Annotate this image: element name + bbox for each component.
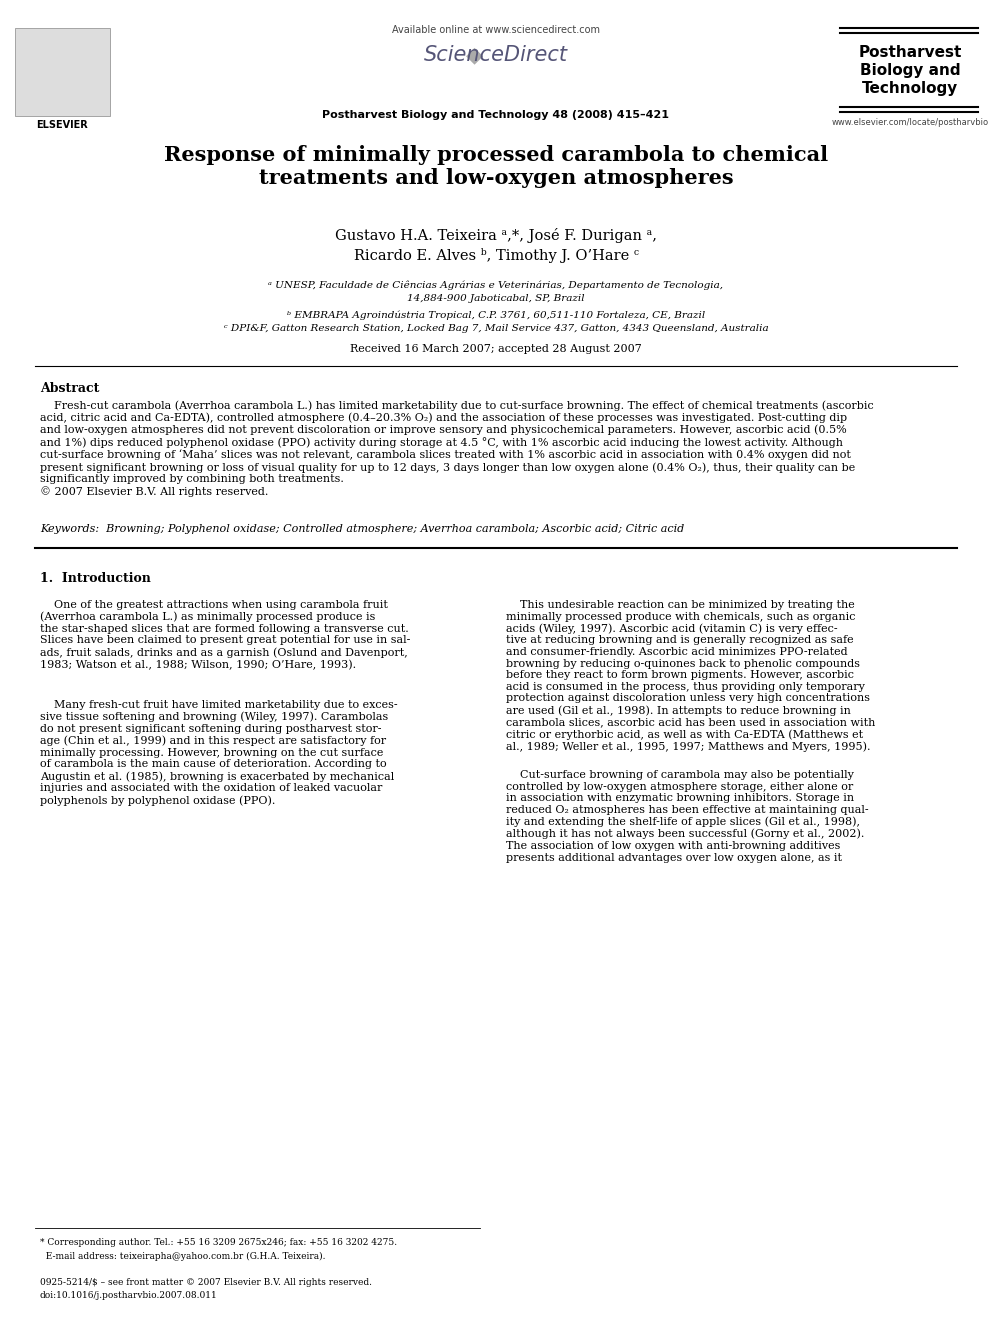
Text: 1.  Introduction: 1. Introduction — [40, 572, 151, 585]
Text: One of the greatest attractions when using carambola fruit
(Averrhoa carambola L: One of the greatest attractions when usi… — [40, 601, 411, 669]
Text: Postharvest: Postharvest — [858, 45, 961, 60]
Bar — [15, 28, 110, 116]
Text: www.elsevier.com/locate/postharvbio: www.elsevier.com/locate/postharvbio — [831, 118, 989, 127]
Text: 14,884-900 Jaboticabal, SP, Brazil: 14,884-900 Jaboticabal, SP, Brazil — [407, 294, 585, 303]
Text: ᵇ EMBRAPA Agroindústria Tropical, C.P. 3761, 60,511-110 Fortaleza, CE, Brazil: ᵇ EMBRAPA Agroindústria Tropical, C.P. 3… — [287, 310, 705, 319]
Text: ScienceDirect: ScienceDirect — [424, 45, 568, 65]
Text: Technology: Technology — [862, 81, 958, 97]
Text: E-mail address: teixeirapha@yahoo.com.br (G.H.A. Teixeira).: E-mail address: teixeirapha@yahoo.com.br… — [40, 1252, 325, 1261]
Text: Cut-surface browning of carambola may also be potentially
controlled by low-oxyg: Cut-surface browning of carambola may al… — [506, 770, 869, 863]
Text: ◆: ◆ — [466, 45, 483, 65]
Text: Abstract: Abstract — [40, 382, 99, 396]
Text: Postharvest Biology and Technology 48 (2008) 415–421: Postharvest Biology and Technology 48 (2… — [322, 110, 670, 120]
Text: Gustavo H.A. Teixeira ᵃ,*, José F. Durigan ᵃ,: Gustavo H.A. Teixeira ᵃ,*, José F. Durig… — [335, 228, 657, 243]
Text: Fresh-cut carambola (Averrhoa carambola L.) has limited marketability due to cut: Fresh-cut carambola (Averrhoa carambola … — [40, 400, 874, 496]
Text: Response of minimally processed carambola to chemical
treatments and low-oxygen : Response of minimally processed carambol… — [164, 146, 828, 188]
Text: Available online at www.sciencedirect.com: Available online at www.sciencedirect.co… — [392, 25, 600, 34]
Text: 0925-5214/$ – see front matter © 2007 Elsevier B.V. All rights reserved.: 0925-5214/$ – see front matter © 2007 El… — [40, 1278, 372, 1287]
Text: ᵃ UNESP, Faculdade de Ciências Agrárias e Veterinárias, Departamento de Tecnolog: ᵃ UNESP, Faculdade de Ciências Agrárias … — [269, 280, 723, 290]
Text: Received 16 March 2007; accepted 28 August 2007: Received 16 March 2007; accepted 28 Augu… — [350, 344, 642, 355]
Text: This undesirable reaction can be minimized by treating the
minimally processed p: This undesirable reaction can be minimiz… — [506, 601, 875, 751]
Text: Biology and: Biology and — [860, 64, 960, 78]
Text: * Corresponding author. Tel.: +55 16 3209 2675x246; fax: +55 16 3202 4275.: * Corresponding author. Tel.: +55 16 320… — [40, 1238, 397, 1248]
Text: Many fresh-cut fruit have limited marketability due to exces-
sive tissue soften: Many fresh-cut fruit have limited market… — [40, 700, 398, 806]
Text: Ricardo E. Alves ᵇ, Timothy J. O’Hare ᶜ: Ricardo E. Alves ᵇ, Timothy J. O’Hare ᶜ — [353, 247, 639, 263]
Text: Keywords:  Browning; Polyphenol oxidase; Controlled atmosphere; Averrhoa carambo: Keywords: Browning; Polyphenol oxidase; … — [40, 524, 684, 534]
Text: ᶜ DPI&F, Gatton Research Station, Locked Bag 7, Mail Service 437, Gatton, 4343 Q: ᶜ DPI&F, Gatton Research Station, Locked… — [223, 324, 769, 333]
Text: ELSEVIER: ELSEVIER — [36, 120, 88, 130]
Text: doi:10.1016/j.postharvbio.2007.08.011: doi:10.1016/j.postharvbio.2007.08.011 — [40, 1291, 218, 1301]
